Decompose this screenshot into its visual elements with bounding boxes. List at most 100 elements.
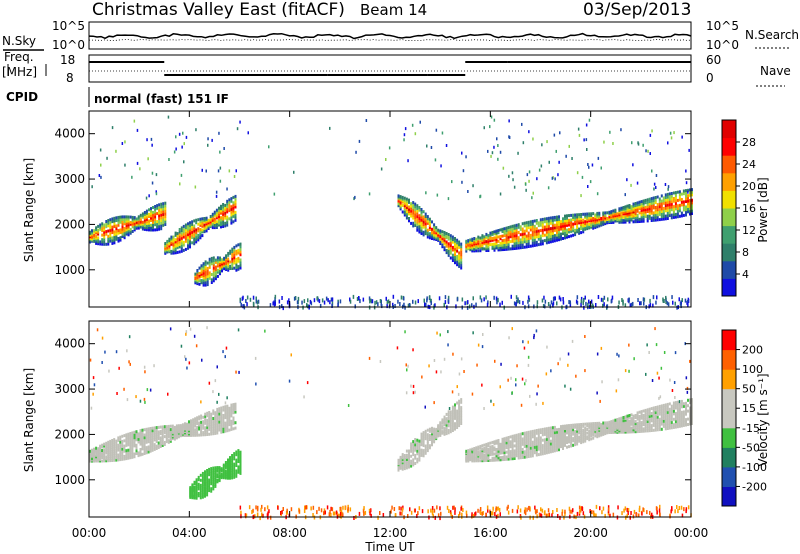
heatmap-cell [553,133,556,137]
heatmap-cell [538,168,541,172]
heatmap-cell [562,442,564,446]
heatmap-cell [513,247,516,250]
heatmap-cell [479,239,482,243]
heatmap-cell [234,205,237,209]
heatmap-cell [590,299,593,304]
heatmap-cell [660,414,663,418]
heatmap-cell [229,469,231,473]
heatmap-cell [435,128,438,132]
heatmap-cell [123,457,126,461]
heatmap-cell [594,213,597,217]
heatmap-cell [99,225,102,229]
heatmap-cell [200,416,203,420]
heatmap-cell [216,480,219,484]
heatmap-cell [666,217,669,220]
heatmap-cell [545,448,548,452]
heatmap-cell [180,229,183,232]
heatmap-cell [182,235,185,239]
heatmap-cell [148,228,150,232]
heatmap-cell [226,412,229,416]
heatmap-cell [431,220,433,224]
heatmap-cell [224,216,227,220]
heatmap-cell [216,256,219,260]
heatmap-cell [227,466,229,470]
heatmap-cell [541,452,544,456]
heatmap-cell [489,458,492,462]
heatmap-cell [308,305,310,310]
heatmap-cell [156,222,159,226]
heatmap-cell [212,261,215,265]
heatmap-cell [419,120,421,124]
heatmap-cell [456,257,459,261]
heatmap-cell [405,458,408,461]
heatmap-cell [257,505,259,510]
heatmap-cell [658,508,661,513]
heatmap-cell [198,415,201,419]
heatmap-cell [151,171,154,175]
heatmap-cell [358,139,361,143]
heatmap-cell [646,207,649,211]
heatmap-cell [656,213,659,217]
heatmap-cell [228,209,231,213]
heatmap-cell [499,302,501,307]
heatmap-cell [220,422,223,426]
heatmap-cell [586,435,589,439]
heatmap-cell [541,444,544,448]
heatmap-cell [658,410,661,414]
heatmap-cell [601,510,603,515]
heatmap-cell [637,141,639,145]
heatmap-cell [224,408,227,411]
heatmap-cell [321,298,324,303]
heatmap-cell [447,251,450,255]
heatmap-cell [226,404,229,408]
heatmap-cell [164,204,167,208]
heatmap-cell [527,446,530,450]
heatmap-cell [632,426,635,430]
heatmap-cell [618,300,620,305]
heatmap-cell [454,253,456,257]
heatmap-cell [558,238,560,242]
heatmap-cell [89,459,91,463]
heatmap-cell [489,447,492,451]
heatmap-cell [626,425,629,429]
heatmap-cell [531,238,534,242]
heatmap-cell [129,228,132,232]
heatmap-cell [670,509,672,514]
heatmap-cell [598,211,601,215]
heatmap-cell [519,225,522,229]
heatmap-cell [648,410,651,414]
heatmap-cell [231,471,234,475]
heatmap-cell [560,235,562,239]
heatmap-cell [674,215,677,219]
heatmap-cell [568,426,570,430]
heatmap-cell [652,206,655,210]
heatmap-cell [198,417,201,421]
heatmap-cell [485,236,488,240]
heatmap-cell [646,429,649,433]
heatmap-cell [642,213,645,216]
heatmap-cell [424,224,427,228]
heatmap-cell [588,434,591,438]
heatmap-cell [624,423,627,427]
heatmap-cell [632,214,635,218]
heatmap-cell [521,222,524,226]
heatmap-cell [539,441,542,445]
heatmap-cell [505,443,508,447]
heatmap-cell [227,458,229,462]
heatmap-cell [517,446,520,450]
heatmap-cell [222,225,225,228]
heatmap-cell [513,457,516,460]
heatmap-cell [491,151,494,155]
heatmap-cell [143,222,146,226]
heatmap-cell [123,226,126,230]
heatmap-cell [232,405,235,409]
heatmap-cell [678,214,681,218]
heatmap-cell [503,231,506,235]
heatmap-cell [143,444,146,448]
heatmap-cell [117,443,120,447]
heatmap-cell [541,242,544,246]
heatmap-cell [164,209,167,213]
heatmap-cell [235,472,238,476]
heatmap-cell [202,269,205,273]
heatmap-cell [198,421,201,425]
